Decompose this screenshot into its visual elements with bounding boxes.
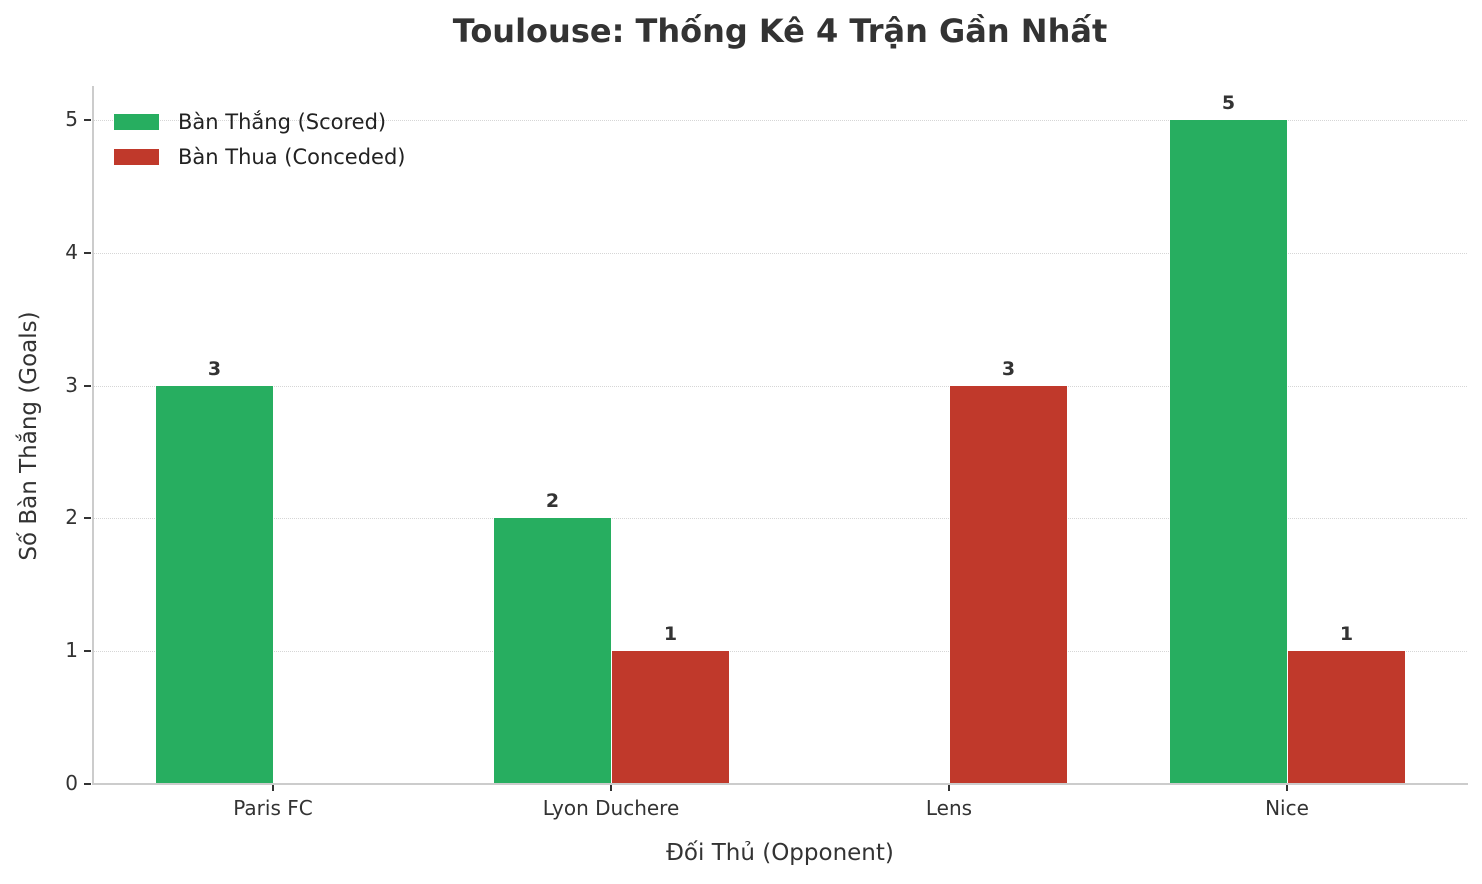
x-tick-mark (610, 785, 612, 791)
bar-conceded (612, 651, 729, 784)
y-gridline (94, 385, 1467, 387)
chart-title: Toulouse: Thống Kê 4 Trận Gần Nhất (452, 12, 1108, 50)
y-tick-mark (84, 517, 91, 520)
bar-value-label: 5 (1221, 92, 1236, 114)
x-tick-label: Paris FC (233, 796, 313, 820)
y-tick-mark (84, 783, 91, 785)
legend: Bàn Thắng (Scored) Bàn Thua (Conceded) (114, 104, 406, 174)
bar-conceded (1288, 651, 1405, 784)
y-tick-mark (84, 119, 91, 121)
y-gridline (94, 651, 1467, 653)
y-tick-mark (84, 251, 91, 254)
x-axis-title: Đối Thủ (Opponent) (666, 840, 894, 866)
legend-item-scored: Bàn Thắng (Scored) (114, 104, 406, 139)
bar-scored (1170, 120, 1287, 784)
bar-value-label: 1 (1339, 623, 1354, 646)
y-tick-label: 5 (65, 107, 78, 131)
y-tick-label: 4 (65, 239, 78, 264)
legend-swatch-scored (114, 113, 159, 130)
y-gridline (94, 120, 1467, 121)
bar-scored (494, 518, 611, 784)
x-tick-mark (948, 785, 950, 791)
y-tick-mark (84, 650, 91, 653)
x-axis-line (92, 783, 1468, 785)
bar-conceded (950, 385, 1067, 784)
x-tick-mark (272, 785, 274, 791)
y-tick-label: 3 (65, 372, 78, 397)
x-tick-mark (1286, 785, 1288, 791)
y-tick-label: 0 (65, 771, 78, 795)
legend-label-conceded: Bàn Thua (Conceded) (178, 144, 406, 169)
bar-value-label: 1 (663, 623, 678, 646)
x-tick-label: Lens (925, 796, 973, 820)
bar-value-label: 3 (207, 357, 222, 380)
bar-value-label: 3 (1001, 357, 1016, 380)
y-tick-mark (84, 384, 91, 387)
bar-value-label: 2 (545, 490, 560, 513)
legend-label-scored: Bàn Thắng (Scored) (178, 109, 387, 134)
y-tick-label: 2 (65, 505, 78, 530)
y-axis-line (92, 86, 94, 785)
y-gridline (94, 252, 1467, 254)
x-tick-label: Nice (1265, 796, 1309, 820)
y-tick-label: 1 (65, 638, 78, 663)
bar-scored (156, 385, 273, 784)
y-axis-title: Số Bàn Thắng (Goals) (16, 311, 42, 561)
x-tick-label: Lyon Duchere (542, 796, 680, 820)
legend-item-conceded: Bàn Thua (Conceded) (114, 139, 406, 174)
y-gridline (94, 518, 1467, 520)
legend-swatch-conceded (114, 148, 159, 165)
